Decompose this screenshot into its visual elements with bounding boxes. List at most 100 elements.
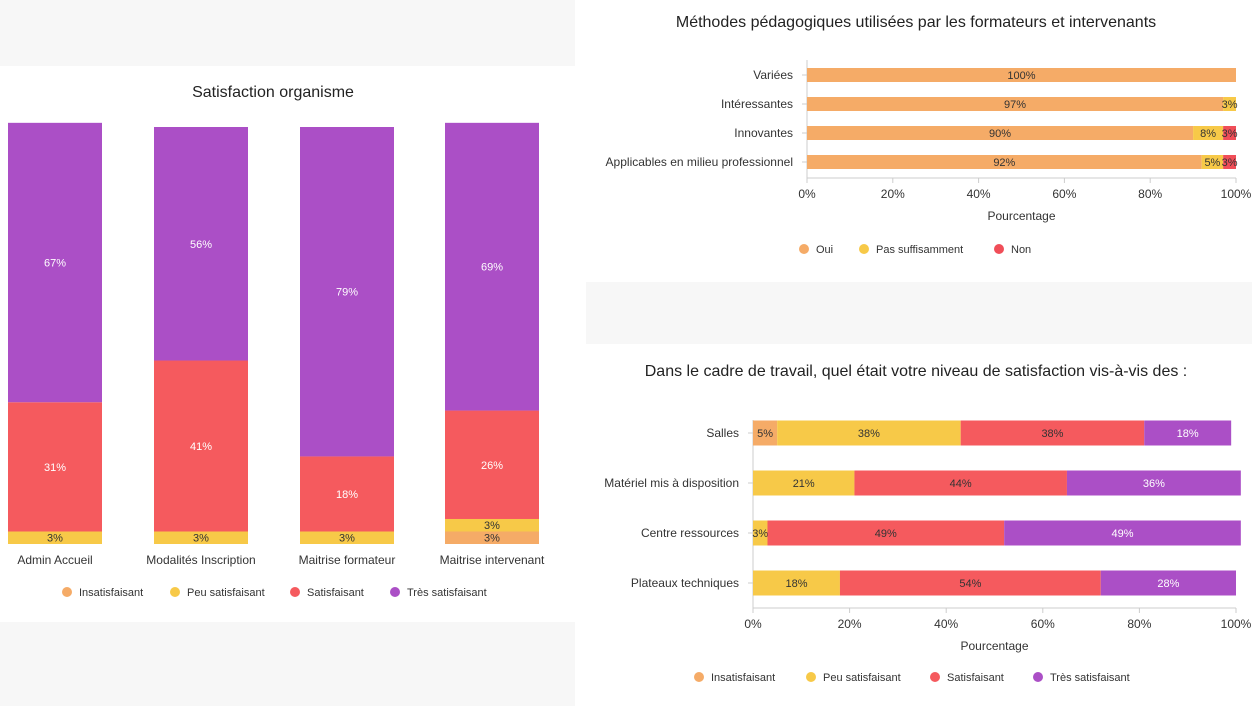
bar-segment-satisfaisant [960,420,1145,446]
bar-segment-oui [807,97,1224,111]
data-label: 38% [858,428,880,440]
data-label: 5% [757,428,773,440]
legend-label-peu-satisfaisant: Peu satisfaisant [823,672,901,684]
bar-segment-non [1223,155,1236,169]
bar-segment-tres-satisfaisant [8,122,102,403]
legend-label-non: Non [1011,244,1031,256]
chart-title: Méthodes pédagogiques utilisées par les … [676,14,1156,31]
bar-segment-satisfaisant [767,520,1005,546]
data-label: 3% [193,533,209,545]
bar-segment-peu-satisfaisant [753,520,768,546]
bar-segment-satisfaisant [8,402,102,532]
data-label: 79% [336,287,358,299]
data-label: 67% [44,258,66,270]
bar-segment-satisfaisant [154,360,248,532]
legend-marker-peu-satisfaisant [806,672,816,682]
bar-segment-oui [807,155,1202,169]
bar-segment-tres-satisfaisant [1144,420,1232,446]
legend-marker-peu-satisfaisant [170,587,180,597]
y-tick-label: Applicables en milieu professionnel [606,155,793,169]
chart-title: Dans le cadre de travail, quel était vot… [645,363,1188,380]
bar-segment-satisfaisant [300,456,394,532]
x-tick-label: 80% [1127,617,1151,631]
data-label: 49% [875,528,897,540]
bar-segment-tres-satisfaisant [1004,520,1241,546]
x-tick-label: Maitrise intervenant [440,553,545,567]
x-axis-label: Pourcentage [987,209,1055,223]
data-label: 41% [190,441,212,453]
bar-segment-satisfaisant [839,570,1101,596]
data-label: 28% [1157,578,1179,590]
data-label: 3% [752,528,768,540]
data-label: 31% [44,462,66,474]
bar-segment-tres-satisfaisant [445,122,539,411]
y-tick-label: Intéressantes [721,97,793,111]
data-label: 97% [1004,99,1026,111]
chart-title: Satisfaction organisme [192,84,354,101]
legend-label-pas-suffisamment: Pas suffisamment [876,244,963,256]
x-tick-label: 0% [798,187,816,201]
bar-segment-peu-satisfaisant [445,518,539,532]
y-tick-label: Variées [753,68,793,82]
data-label: 3% [1222,128,1238,140]
data-label: 3% [1222,99,1238,111]
x-tick-label: 40% [967,187,991,201]
legend-marker-non [994,244,1004,254]
bar-segment-peu-satisfaisant [154,531,248,544]
data-label: 8% [1200,128,1216,140]
legend-label-insatisfaisant: Insatisfaisant [79,587,143,599]
data-label: 5% [1204,157,1220,169]
data-label: 21% [793,478,815,490]
x-tick-label: 60% [1052,187,1076,201]
data-label: 3% [47,533,63,545]
x-tick-label: 100% [1221,187,1252,201]
x-tick-label: Admin Accueil [17,553,92,567]
x-tick-label: 100% [1221,617,1252,631]
bar-segment-pas-suffisamment [1201,155,1224,169]
legend-label-insatisfaisant: Insatisfaisant [711,672,775,684]
bar-segment-oui [807,126,1194,140]
bar-segment-non [1223,126,1236,140]
y-tick-label: Matériel mis à disposition [604,476,739,490]
legend-label-peu-satisfaisant: Peu satisfaisant [187,587,265,599]
data-label: 49% [1111,528,1133,540]
legend-label-satisfaisant: Satisfaisant [947,672,1004,684]
x-tick-label: Maitrise formateur [299,553,396,567]
data-label: 56% [190,239,212,251]
x-tick-label: 20% [838,617,862,631]
bar-segment-tres-satisfaisant [1066,470,1241,496]
data-label: 18% [1177,428,1199,440]
bar-segment-peu-satisfaisant [300,531,394,544]
y-tick-label: Innovantes [734,126,793,140]
y-tick-label: Salles [706,426,739,440]
data-label: 92% [993,157,1015,169]
legend-marker-pas-suffisamment [859,244,869,254]
x-tick-label: 60% [1031,617,1055,631]
legend-label-oui: Oui [816,244,833,256]
right-top-chart-card: Méthodes pédagogiques utilisées par les … [586,0,1252,282]
x-tick-label: 80% [1138,187,1162,201]
bar-segment-oui [807,68,1236,82]
data-label: 38% [1041,428,1063,440]
bar-segment-tres-satisfaisant [154,127,248,361]
bar-segment-satisfaisant [854,470,1067,496]
data-label: 18% [336,489,358,501]
bar-segment-pas-suffisamment [1223,97,1236,111]
satisfaction-organisme-chart: Satisfaction organisme 3% 31% 67% Admin Accu… [8,84,545,599]
bar-segment-insatisfaisant [445,531,539,544]
bar-segment-pas-suffisamment [1193,126,1224,140]
right-separator [586,282,1252,344]
bar-segment-tres-satisfaisant [1100,570,1236,596]
x-tick-label: 40% [934,617,958,631]
data-label: 18% [785,578,807,590]
bar-segment-satisfaisant [445,410,539,519]
cadre-travail-chart: Dans le cadre de travail, quel était vot… [604,363,1252,684]
legend-marker-oui [799,244,809,254]
data-label: 54% [959,578,981,590]
data-label: 3% [1222,157,1238,169]
bar-segment-insatisfaisant [753,420,778,446]
left-chart-card: Satisfaction organisme 3% 31% 67% Admin Accu… [0,66,575,622]
data-label: 90% [989,128,1011,140]
data-label: 44% [950,478,972,490]
legend-label-tres-satisfaisant: Très satisfaisant [1050,672,1130,684]
